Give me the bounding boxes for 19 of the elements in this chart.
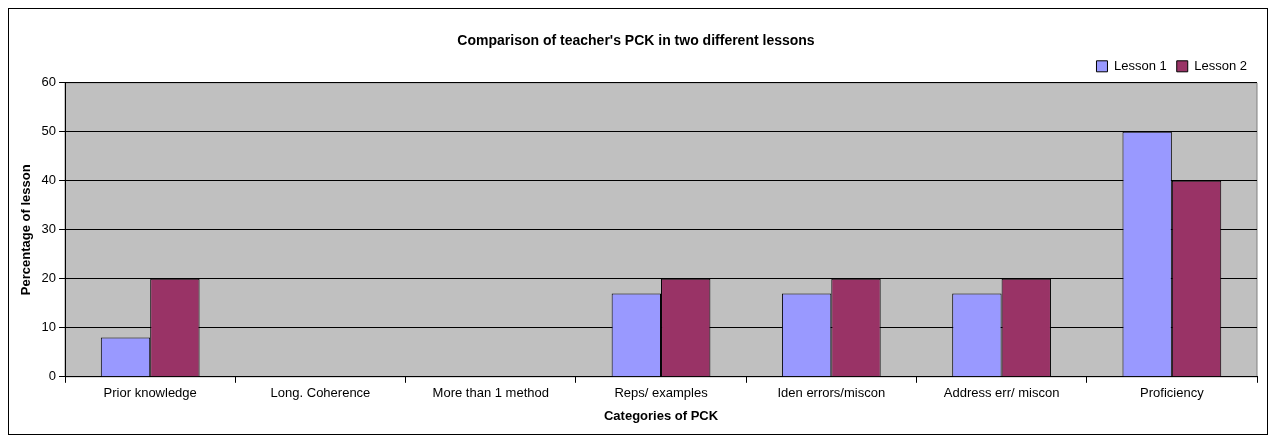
x-tick-label: Address err/ miscon	[943, 385, 1060, 401]
y-tick-label: 10	[41, 319, 57, 335]
y-tick-label: 0	[48, 368, 57, 384]
x-tick-label: Reps/ examples	[614, 385, 709, 401]
y-tick-label: 60	[41, 74, 57, 90]
x-tick-label: Prior knowledge	[103, 385, 197, 401]
x-axis-title: Categories of PCK	[603, 407, 719, 423]
x-tick-label: Long. Coherence	[270, 385, 371, 401]
y-tick-label: 20	[41, 270, 57, 286]
x-tick-label: Proficiency	[1140, 385, 1205, 401]
legend-label: Lesson 2	[1194, 57, 1247, 73]
x-tick-label: Iden errors/miscon	[777, 385, 886, 401]
legend-label: Lesson 1	[1113, 57, 1167, 73]
y-tick-label: 50	[41, 123, 57, 139]
x-tick-label: More than 1 method	[432, 385, 549, 401]
chart-title: Comparison of teacher's PCK in two different lessons	[457, 32, 815, 49]
y-axis-title: Percentage of lesson	[18, 164, 34, 296]
y-tick-label: 40	[41, 172, 57, 188]
y-tick-label: 30	[41, 221, 57, 237]
